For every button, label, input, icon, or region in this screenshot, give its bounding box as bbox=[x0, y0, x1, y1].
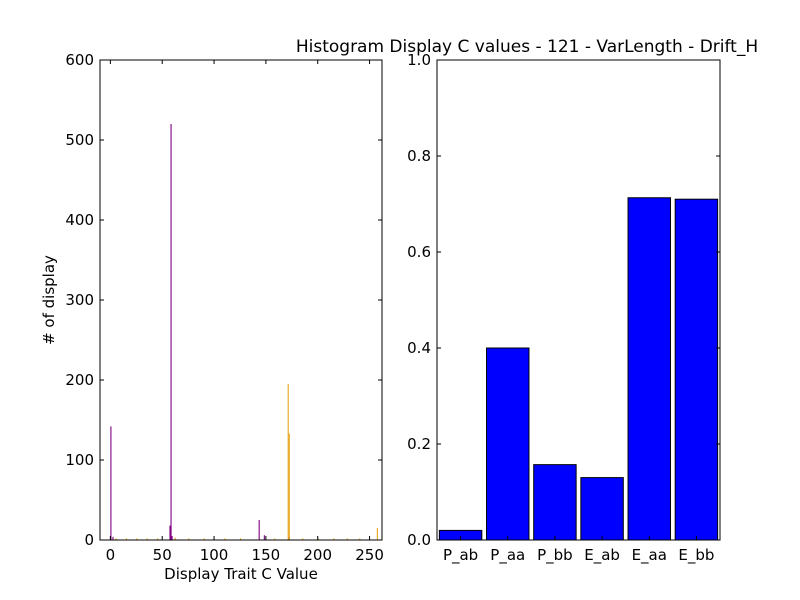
genotype-y-tick-label: 0.2 bbox=[407, 435, 431, 453]
genotype-y-ticks: 0.0 0.2 0.4 0.6 0.8 1.0 bbox=[407, 51, 720, 549]
histogram-y-tick-label: 600 bbox=[65, 51, 94, 69]
histogram-bar-series1-0 bbox=[115, 538, 117, 540]
genotype-y-tick-label: 1.0 bbox=[407, 51, 431, 69]
histogram-y-tick-label: 300 bbox=[65, 291, 94, 309]
histogram-bar-series1-5 bbox=[174, 537, 176, 540]
histogram-panel: 0 50 100 150 200 250 0 100 200 300 400 500 600 Disp… bbox=[40, 51, 384, 583]
histogram-x-axis-label: Display Trait C Value bbox=[164, 565, 318, 583]
histogram-bar-series1-15 bbox=[333, 538, 335, 540]
genotype-y-tick-label: 0.0 bbox=[407, 531, 431, 549]
histogram-bar-series0-6 bbox=[263, 535, 265, 540]
genotype-bar-panel: P_ab P_aa P_bb E_ab E_aa E_bb 0.0 0.2 0.4 0.6 0.8… bbox=[407, 51, 721, 565]
genotype-bars bbox=[438, 197, 719, 541]
histogram-bar-series1-3 bbox=[146, 538, 148, 540]
genotype-x-tick-label: E_ab bbox=[584, 546, 620, 565]
histogram-bar-series1-16 bbox=[346, 538, 348, 540]
histogram-bar-series1-4 bbox=[157, 538, 159, 540]
histogram-bar-series1-2 bbox=[136, 538, 138, 540]
genotype-axes-frame bbox=[436, 59, 721, 541]
genotype-x-tick-label: E_bb bbox=[678, 546, 714, 565]
histogram-axes-frame bbox=[99, 59, 383, 541]
histogram-x-tick-label: 200 bbox=[303, 546, 332, 564]
histogram-bars bbox=[110, 124, 378, 540]
histogram-bar-series0-0 bbox=[110, 426, 112, 540]
histogram-x-tick-label: 50 bbox=[153, 546, 172, 564]
genotype-x-tick-label: P_bb bbox=[537, 546, 573, 565]
histogram-bar-series1-9 bbox=[239, 538, 242, 540]
histogram-y-tick-label: 200 bbox=[65, 371, 94, 389]
genotype-x-tick-label: P_ab bbox=[443, 546, 478, 565]
histogram-x-ticks: 0 50 100 150 200 250 bbox=[106, 60, 384, 564]
histogram-y-tick-label: 500 bbox=[65, 131, 94, 149]
genotype-bar-e-aa bbox=[627, 197, 671, 541]
histogram-bar-series1-17 bbox=[359, 538, 361, 540]
histogram-bar-series1-14 bbox=[317, 538, 319, 540]
histogram-bar-series0-1 bbox=[112, 536, 114, 540]
histogram-bar-series1-10 bbox=[274, 538, 276, 540]
histogram-bar-series1-12 bbox=[288, 433, 290, 540]
histogram-y-tick-label: 100 bbox=[65, 451, 94, 469]
histogram-bar-series1-7 bbox=[203, 538, 205, 540]
genotype-y-tick-label: 0.4 bbox=[407, 339, 431, 357]
figure-title: Histogram Display C values - 121 - VarLe… bbox=[296, 37, 758, 57]
histogram-bar-series1-13 bbox=[302, 538, 304, 540]
histogram-bar-series1-8 bbox=[224, 538, 226, 540]
genotype-bar-e-bb bbox=[674, 198, 719, 541]
genotype-y-tick-label: 0.6 bbox=[407, 243, 431, 261]
histogram-y-tick-label: 0 bbox=[84, 531, 94, 549]
histogram-bar-series1-6 bbox=[188, 538, 190, 540]
histogram-bar-series0-4 bbox=[171, 536, 173, 540]
histogram-bar-series0-3 bbox=[169, 525, 171, 540]
histogram-bar-series1-11 bbox=[287, 384, 289, 540]
histogram-y-axis-label: # of display bbox=[40, 255, 58, 345]
histogram-bar-series1-18 bbox=[376, 528, 378, 540]
histogram-y-ticks: 0 100 200 300 400 500 600 bbox=[65, 51, 382, 549]
histogram-x-tick-label: 150 bbox=[252, 546, 281, 564]
genotype-x-ticks: P_ab P_aa P_bb E_ab E_aa E_bb bbox=[443, 536, 714, 565]
genotype-bar-p-bb bbox=[533, 464, 577, 541]
histogram-x-tick-label: 250 bbox=[355, 546, 384, 564]
histogram-y-tick-label: 400 bbox=[65, 211, 94, 229]
histogram-bar-series1-1 bbox=[125, 538, 128, 540]
histogram-bar-series0-5 bbox=[258, 520, 260, 540]
histogram-bar-series0-2 bbox=[170, 124, 172, 540]
histogram-x-tick-label: 0 bbox=[106, 546, 116, 564]
histogram-x-tick-label: 100 bbox=[200, 546, 229, 564]
genotype-bar-e-ab bbox=[580, 477, 624, 541]
genotype-bar-p-aa bbox=[486, 347, 530, 541]
genotype-x-tick-label: E_aa bbox=[632, 546, 667, 565]
genotype-y-tick-label: 0.8 bbox=[407, 147, 431, 165]
genotype-x-tick-label: P_aa bbox=[490, 546, 525, 565]
